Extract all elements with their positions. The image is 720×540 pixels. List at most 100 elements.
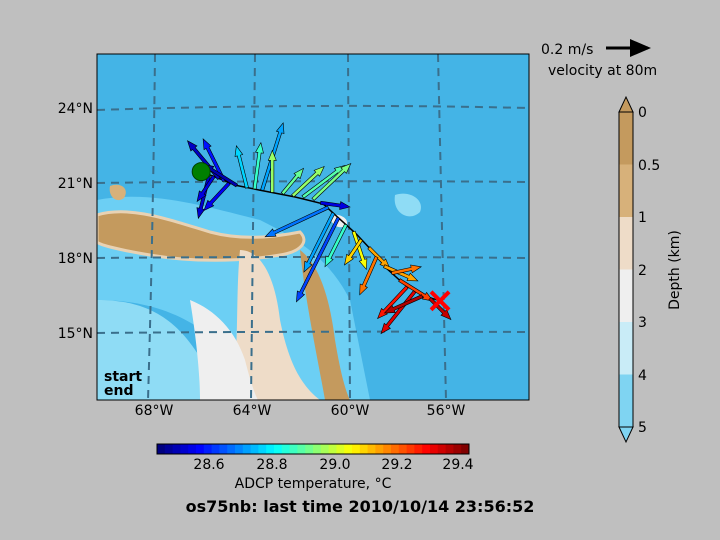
- land-greater-antilles: [97, 210, 306, 262]
- temp-colorbar-segment: [422, 444, 431, 454]
- temp-colorbar-segment: [383, 444, 392, 454]
- velocity-arrow: [234, 145, 249, 189]
- deep-basin: [190, 300, 258, 400]
- velocity-arrow: [203, 181, 231, 212]
- temp-colorbar-segment: [281, 444, 291, 454]
- lon-tick-60: 60°W: [331, 403, 370, 419]
- temp-colorbar-segment: [297, 444, 306, 454]
- lon-tick-labels: 68°W 64°W 60°W 56°W: [135, 403, 466, 419]
- depth-colorbar: 0 0.5 1 2 3 4 5 Depth (km): [618, 95, 683, 444]
- land-shelf: [230, 250, 320, 400]
- temp-colorbar-segment: [406, 444, 415, 454]
- velocity-arrow: [264, 205, 330, 238]
- temp-colorbar-segment: [461, 444, 470, 454]
- depth-colorbar-segment: [619, 164, 633, 218]
- depth-colorbar-title: Depth (km): [667, 230, 683, 310]
- velocity-arrow: [383, 294, 424, 314]
- temp-colorbar-segment: [320, 444, 330, 454]
- temp-colorbar-segment: [211, 444, 220, 454]
- temp-tick-29-4: 29.4: [442, 457, 473, 473]
- velocity-arrow: [359, 255, 379, 296]
- depth-colorbar-segment: [619, 112, 633, 165]
- temp-colorbar-segment: [328, 444, 337, 454]
- velocity-arrow: [280, 167, 305, 196]
- end-legend-label: end: [104, 383, 133, 399]
- depth-colorbar-segment: [619, 322, 633, 375]
- lat-tick-18: 18°N: [58, 251, 93, 267]
- lat-tick-labels: 24°N 21°N 18°N 15°N: [58, 101, 93, 342]
- lat-tick-24: 24°N: [58, 101, 93, 117]
- map-frame: [96, 53, 530, 401]
- temp-colorbar-segment: [242, 444, 252, 454]
- start-legend-label: start: [104, 369, 142, 385]
- depth-tick-1: 1: [638, 210, 647, 226]
- depth-colorbar-segment: [619, 374, 633, 428]
- temp-colorbar-segment: [172, 444, 181, 454]
- temp-colorbar-segment: [258, 444, 267, 454]
- temp-tick-28-8: 28.8: [256, 457, 287, 473]
- land-islet: [109, 184, 126, 201]
- temp-colorbar-segment: [313, 444, 322, 454]
- temp-colorbar-segment: [445, 444, 454, 454]
- lon-tick-64: 64°W: [233, 403, 272, 419]
- lat-tick-21: 21°N: [58, 176, 93, 192]
- depth-tick-3: 3: [638, 315, 647, 331]
- temp-colorbar-segment: [391, 444, 400, 454]
- velocity-arrow: [324, 223, 348, 268]
- temp-colorbar-segment: [157, 444, 166, 454]
- temp-colorbar-segment: [336, 444, 345, 454]
- temperature-colorbar: 28.6 28.8 29.0 29.2 29.4 ADCP temperatur…: [156, 443, 474, 492]
- velocity-arrow: [252, 141, 264, 190]
- temp-colorbar-segment: [219, 444, 228, 454]
- velocity-arrow: [303, 211, 336, 273]
- temp-colorbar-segment: [235, 444, 244, 454]
- figure-title: os75nb: last time 2010/10/14 23:56:52: [186, 497, 535, 516]
- temp-colorbar-segment: [266, 444, 275, 454]
- velocity-key-caption: velocity at 80m: [548, 63, 657, 79]
- temp-colorbar-segment: [344, 444, 353, 454]
- bank-feature-2: [394, 193, 421, 217]
- temp-colorbar-segment: [203, 444, 213, 454]
- temp-colorbar-segment: [367, 444, 376, 454]
- temp-colorbar-segment: [196, 444, 205, 454]
- temp-colorbar-segment: [398, 444, 408, 454]
- depth-tick-0: 0: [638, 105, 647, 121]
- depth-colorbar-segment: [619, 217, 633, 270]
- velocity-arrow: [377, 285, 409, 320]
- temp-tick-29-0: 29.0: [319, 457, 350, 473]
- depth-colorbar-frame: [618, 111, 634, 428]
- velocity-arrow: [398, 278, 434, 302]
- temp-colorbar-segment: [164, 444, 174, 454]
- temp-tick-28-6: 28.6: [193, 457, 224, 473]
- depth-colorbar-bottom-extend: [618, 426, 634, 444]
- temp-colorbar-segment: [414, 444, 423, 454]
- temp-colorbar-segment: [180, 444, 189, 454]
- temp-colorbar-segment: [227, 444, 236, 454]
- velocity-arrow: [311, 163, 352, 201]
- end-marker: [429, 290, 451, 312]
- depth-tick-4: 4: [638, 368, 647, 384]
- velocity-key-label: 0.2 m/s: [541, 42, 593, 58]
- velocity-key: 0.2 m/s velocity at 80m: [541, 39, 657, 79]
- depth-tick-0-5: 0.5: [638, 158, 660, 174]
- map-panel: start end: [96, 53, 530, 401]
- temp-colorbar-segment: [188, 444, 197, 454]
- depth-colorbar-top-extend: [618, 95, 634, 113]
- velocity-arrow: [320, 200, 351, 210]
- temp-colorbar-segment: [250, 444, 259, 454]
- temp-colorbar-segment: [352, 444, 361, 454]
- depth-colorbar-segment: [619, 269, 633, 323]
- temp-colorbar-segment: [437, 444, 447, 454]
- temp-colorbar-segment: [430, 444, 439, 454]
- temp-colorbar-segment: [305, 444, 314, 454]
- land-ridge: [300, 250, 350, 400]
- start-end-markers: [191, 162, 451, 312]
- velocity-arrow: [367, 246, 391, 270]
- velocity-arrow: [196, 174, 216, 203]
- temp-colorbar-title: ADCP temperature, °C: [235, 476, 392, 492]
- shallow-shading: [97, 300, 220, 400]
- lon-tick-56: 56°W: [427, 403, 466, 419]
- velocity-arrow: [391, 264, 422, 276]
- start-marker: [191, 162, 211, 182]
